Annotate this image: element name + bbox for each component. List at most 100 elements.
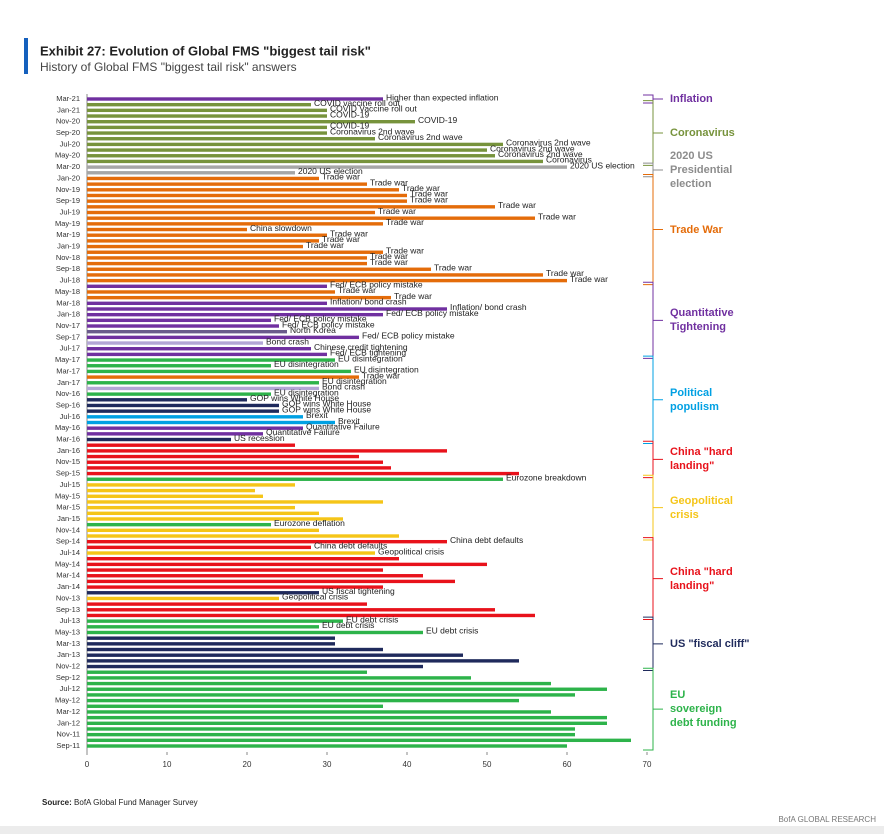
y-tick-label: Mar-15 (56, 503, 80, 512)
bar (87, 608, 495, 612)
bar (87, 449, 447, 453)
bar-annotation: Bond crash (266, 336, 309, 346)
bar (87, 227, 247, 232)
y-tick-label: Mar-17 (56, 366, 80, 375)
bar-annotation: Trade war (570, 274, 608, 284)
bar-annotation: US fiscal tightening (322, 586, 395, 596)
bar (87, 557, 399, 561)
y-tick-label: May-13 (55, 627, 80, 636)
y-tick-label: Jan-20 (57, 173, 80, 182)
bar-annotation: COVID-19 (330, 109, 369, 119)
bar-annotation: Higher than expected inflation (386, 92, 499, 102)
y-tick-label: May-20 (55, 151, 80, 160)
y-tick-label: Jan-13 (57, 650, 80, 659)
bar (87, 471, 519, 476)
bar (87, 199, 407, 203)
y-tick-label: Sep-12 (56, 673, 80, 682)
bar (87, 517, 343, 521)
y-tick-label: Mar-12 (56, 707, 80, 716)
bar (87, 398, 247, 402)
y-tick-label: Nov-11 (56, 730, 80, 739)
bar-annotation: COVID vaccine roll out (314, 98, 401, 108)
bar (87, 290, 335, 294)
group-bracket (643, 94, 663, 104)
group-bracket (643, 162, 663, 178)
x-tick-label: 30 (323, 760, 332, 769)
bar (87, 176, 319, 181)
bar-annotation: Quantitative Failure (266, 427, 340, 437)
y-tick-label: Nov-20 (56, 117, 80, 126)
bar-annotation: EU debt crisis (426, 626, 478, 636)
bar (87, 131, 327, 135)
bar (87, 347, 311, 351)
bar (87, 312, 383, 317)
title-accent (24, 38, 28, 74)
group-bracket (643, 100, 663, 166)
bar (87, 250, 383, 254)
bar-annotation: GOP wins White House (282, 404, 371, 414)
bar (87, 494, 263, 498)
bar-annotation: Geopolitical crisis (378, 546, 444, 556)
bar-annotation: Fed/ ECB policy mistake (386, 308, 479, 318)
bar (87, 222, 383, 226)
bar (87, 574, 423, 578)
bar-annotation: EU disintegration (338, 353, 403, 363)
bar-annotation: Trade war (394, 291, 432, 301)
y-tick-label: May-15 (55, 491, 80, 500)
bar (87, 409, 279, 413)
y-tick-label: Sep-14 (56, 537, 80, 546)
y-tick-label: May-18 (55, 287, 80, 296)
bar-annotation: Quantitative Failure (306, 421, 380, 431)
bar-annotation: Trade war (546, 268, 584, 278)
bar (87, 591, 319, 595)
y-tick-label: Nov-15 (56, 457, 80, 466)
bar (87, 454, 359, 459)
y-tick-label: Jul-15 (60, 480, 80, 489)
group-bracket (643, 440, 663, 479)
y-tick-label: Mar-19 (56, 230, 80, 239)
bar-annotation: Trade war (338, 285, 376, 295)
y-tick-label: Mar-16 (56, 435, 80, 444)
group-label: China "hard landing" (670, 446, 733, 473)
group-bracket (643, 355, 663, 445)
bar (87, 704, 383, 708)
group-label: Coronavirus (670, 127, 735, 140)
y-tick-label: Sep-19 (56, 196, 80, 205)
bar-annotation: Eurozone deflation (274, 518, 345, 528)
bar (87, 239, 319, 243)
y-tick-label: Nov-13 (56, 593, 80, 602)
bar (87, 341, 263, 345)
bar (87, 732, 575, 737)
bar-annotation: Trade war (378, 206, 416, 216)
bar (87, 375, 359, 379)
y-tick-label: Mar-18 (56, 298, 80, 307)
y-tick-label: Mar-14 (56, 571, 80, 580)
bar-annotation: Fed/ ECB policy mistake (330, 280, 423, 290)
bar (87, 392, 271, 396)
bar-annotation: China debt defaults (314, 541, 387, 551)
bar (87, 477, 503, 481)
bar-annotation: Trade war (402, 183, 440, 193)
bar (87, 329, 287, 334)
bar (87, 432, 263, 436)
bar-annotation: Trade war (322, 172, 360, 182)
bar (87, 261, 367, 266)
bar (87, 120, 415, 124)
y-tick-label: Sep-11 (56, 741, 80, 750)
bar (87, 256, 367, 260)
group-label: Political populism (670, 386, 719, 413)
bar-annotation: Trade war (370, 257, 408, 267)
bar-annotation: Brexit (306, 410, 328, 420)
bar (87, 381, 319, 385)
y-tick-label: Jul-20 (60, 139, 80, 148)
bar-annotation: Trade war (434, 263, 472, 273)
bar (87, 562, 487, 567)
y-tick-label: Jan-18 (57, 310, 80, 319)
bar (87, 659, 519, 663)
y-tick-label: Jan-15 (57, 514, 80, 523)
y-tick-label: Jul-14 (60, 548, 80, 557)
bar-annotation: GOP wins White House (250, 393, 339, 403)
y-tick-label: Sep-15 (56, 469, 80, 478)
bar-annotation: Trade war (362, 370, 400, 380)
